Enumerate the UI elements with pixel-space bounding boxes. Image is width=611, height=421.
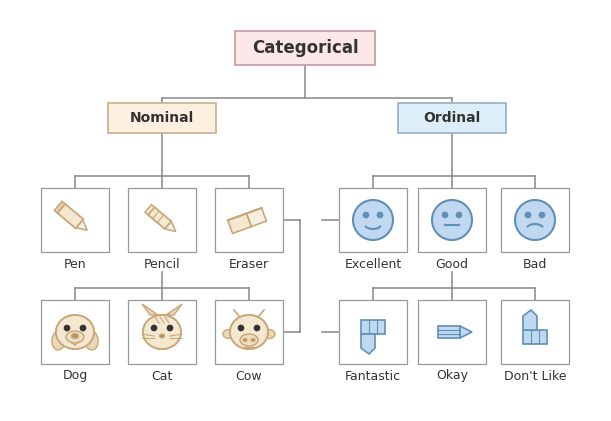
Text: Nominal: Nominal xyxy=(130,111,194,125)
Polygon shape xyxy=(361,334,375,354)
FancyBboxPatch shape xyxy=(418,188,486,252)
Ellipse shape xyxy=(240,334,258,346)
FancyBboxPatch shape xyxy=(41,300,109,364)
Circle shape xyxy=(515,200,555,240)
FancyBboxPatch shape xyxy=(398,103,506,133)
FancyBboxPatch shape xyxy=(418,300,486,364)
FancyBboxPatch shape xyxy=(501,188,569,252)
Ellipse shape xyxy=(56,315,94,349)
Polygon shape xyxy=(523,310,537,330)
Polygon shape xyxy=(166,304,182,315)
Circle shape xyxy=(238,325,244,330)
Text: Cat: Cat xyxy=(152,370,173,383)
Ellipse shape xyxy=(84,330,98,350)
Ellipse shape xyxy=(251,338,255,341)
Text: Ordinal: Ordinal xyxy=(423,111,481,125)
Text: Categorical: Categorical xyxy=(252,39,358,57)
Circle shape xyxy=(456,213,461,218)
Circle shape xyxy=(378,213,382,218)
Text: Fantastic: Fantastic xyxy=(345,370,401,383)
Polygon shape xyxy=(142,304,158,315)
Polygon shape xyxy=(165,221,176,232)
Text: Good: Good xyxy=(436,258,469,271)
Circle shape xyxy=(442,213,447,218)
Circle shape xyxy=(255,325,260,330)
FancyBboxPatch shape xyxy=(41,188,109,252)
Polygon shape xyxy=(361,320,385,334)
FancyBboxPatch shape xyxy=(128,188,196,252)
FancyBboxPatch shape xyxy=(501,300,569,364)
Circle shape xyxy=(81,325,86,330)
Polygon shape xyxy=(54,201,65,213)
Text: Eraser: Eraser xyxy=(229,258,269,271)
Polygon shape xyxy=(57,204,84,229)
Polygon shape xyxy=(438,326,460,338)
FancyBboxPatch shape xyxy=(215,300,283,364)
Text: Cow: Cow xyxy=(236,370,262,383)
Circle shape xyxy=(364,213,368,218)
Polygon shape xyxy=(460,326,472,338)
Polygon shape xyxy=(76,220,87,230)
Ellipse shape xyxy=(52,330,66,350)
FancyBboxPatch shape xyxy=(235,31,375,65)
Text: Bad: Bad xyxy=(523,258,547,271)
FancyBboxPatch shape xyxy=(128,300,196,364)
Polygon shape xyxy=(247,208,266,226)
Polygon shape xyxy=(228,213,251,233)
Ellipse shape xyxy=(71,333,78,338)
Circle shape xyxy=(167,325,172,330)
FancyBboxPatch shape xyxy=(339,300,407,364)
Ellipse shape xyxy=(243,338,247,341)
Text: Don't Like: Don't Like xyxy=(503,370,566,383)
FancyBboxPatch shape xyxy=(339,188,407,252)
Text: Okay: Okay xyxy=(436,370,468,383)
Circle shape xyxy=(65,325,70,330)
Text: Excellent: Excellent xyxy=(345,258,401,271)
Text: Dog: Dog xyxy=(62,370,87,383)
Ellipse shape xyxy=(66,331,84,343)
Circle shape xyxy=(353,200,393,240)
Text: Pencil: Pencil xyxy=(144,258,180,271)
Polygon shape xyxy=(145,205,155,215)
Ellipse shape xyxy=(143,315,181,349)
Text: Pen: Pen xyxy=(64,258,86,271)
Ellipse shape xyxy=(263,330,275,338)
Polygon shape xyxy=(148,207,171,229)
Ellipse shape xyxy=(230,315,268,349)
Circle shape xyxy=(540,213,544,218)
FancyBboxPatch shape xyxy=(108,103,216,133)
Ellipse shape xyxy=(56,315,94,349)
Ellipse shape xyxy=(223,330,235,338)
FancyBboxPatch shape xyxy=(215,188,283,252)
Ellipse shape xyxy=(159,334,164,338)
Circle shape xyxy=(525,213,530,218)
Polygon shape xyxy=(523,330,547,344)
Circle shape xyxy=(432,200,472,240)
Ellipse shape xyxy=(143,315,181,349)
Circle shape xyxy=(152,325,156,330)
Ellipse shape xyxy=(230,315,268,349)
